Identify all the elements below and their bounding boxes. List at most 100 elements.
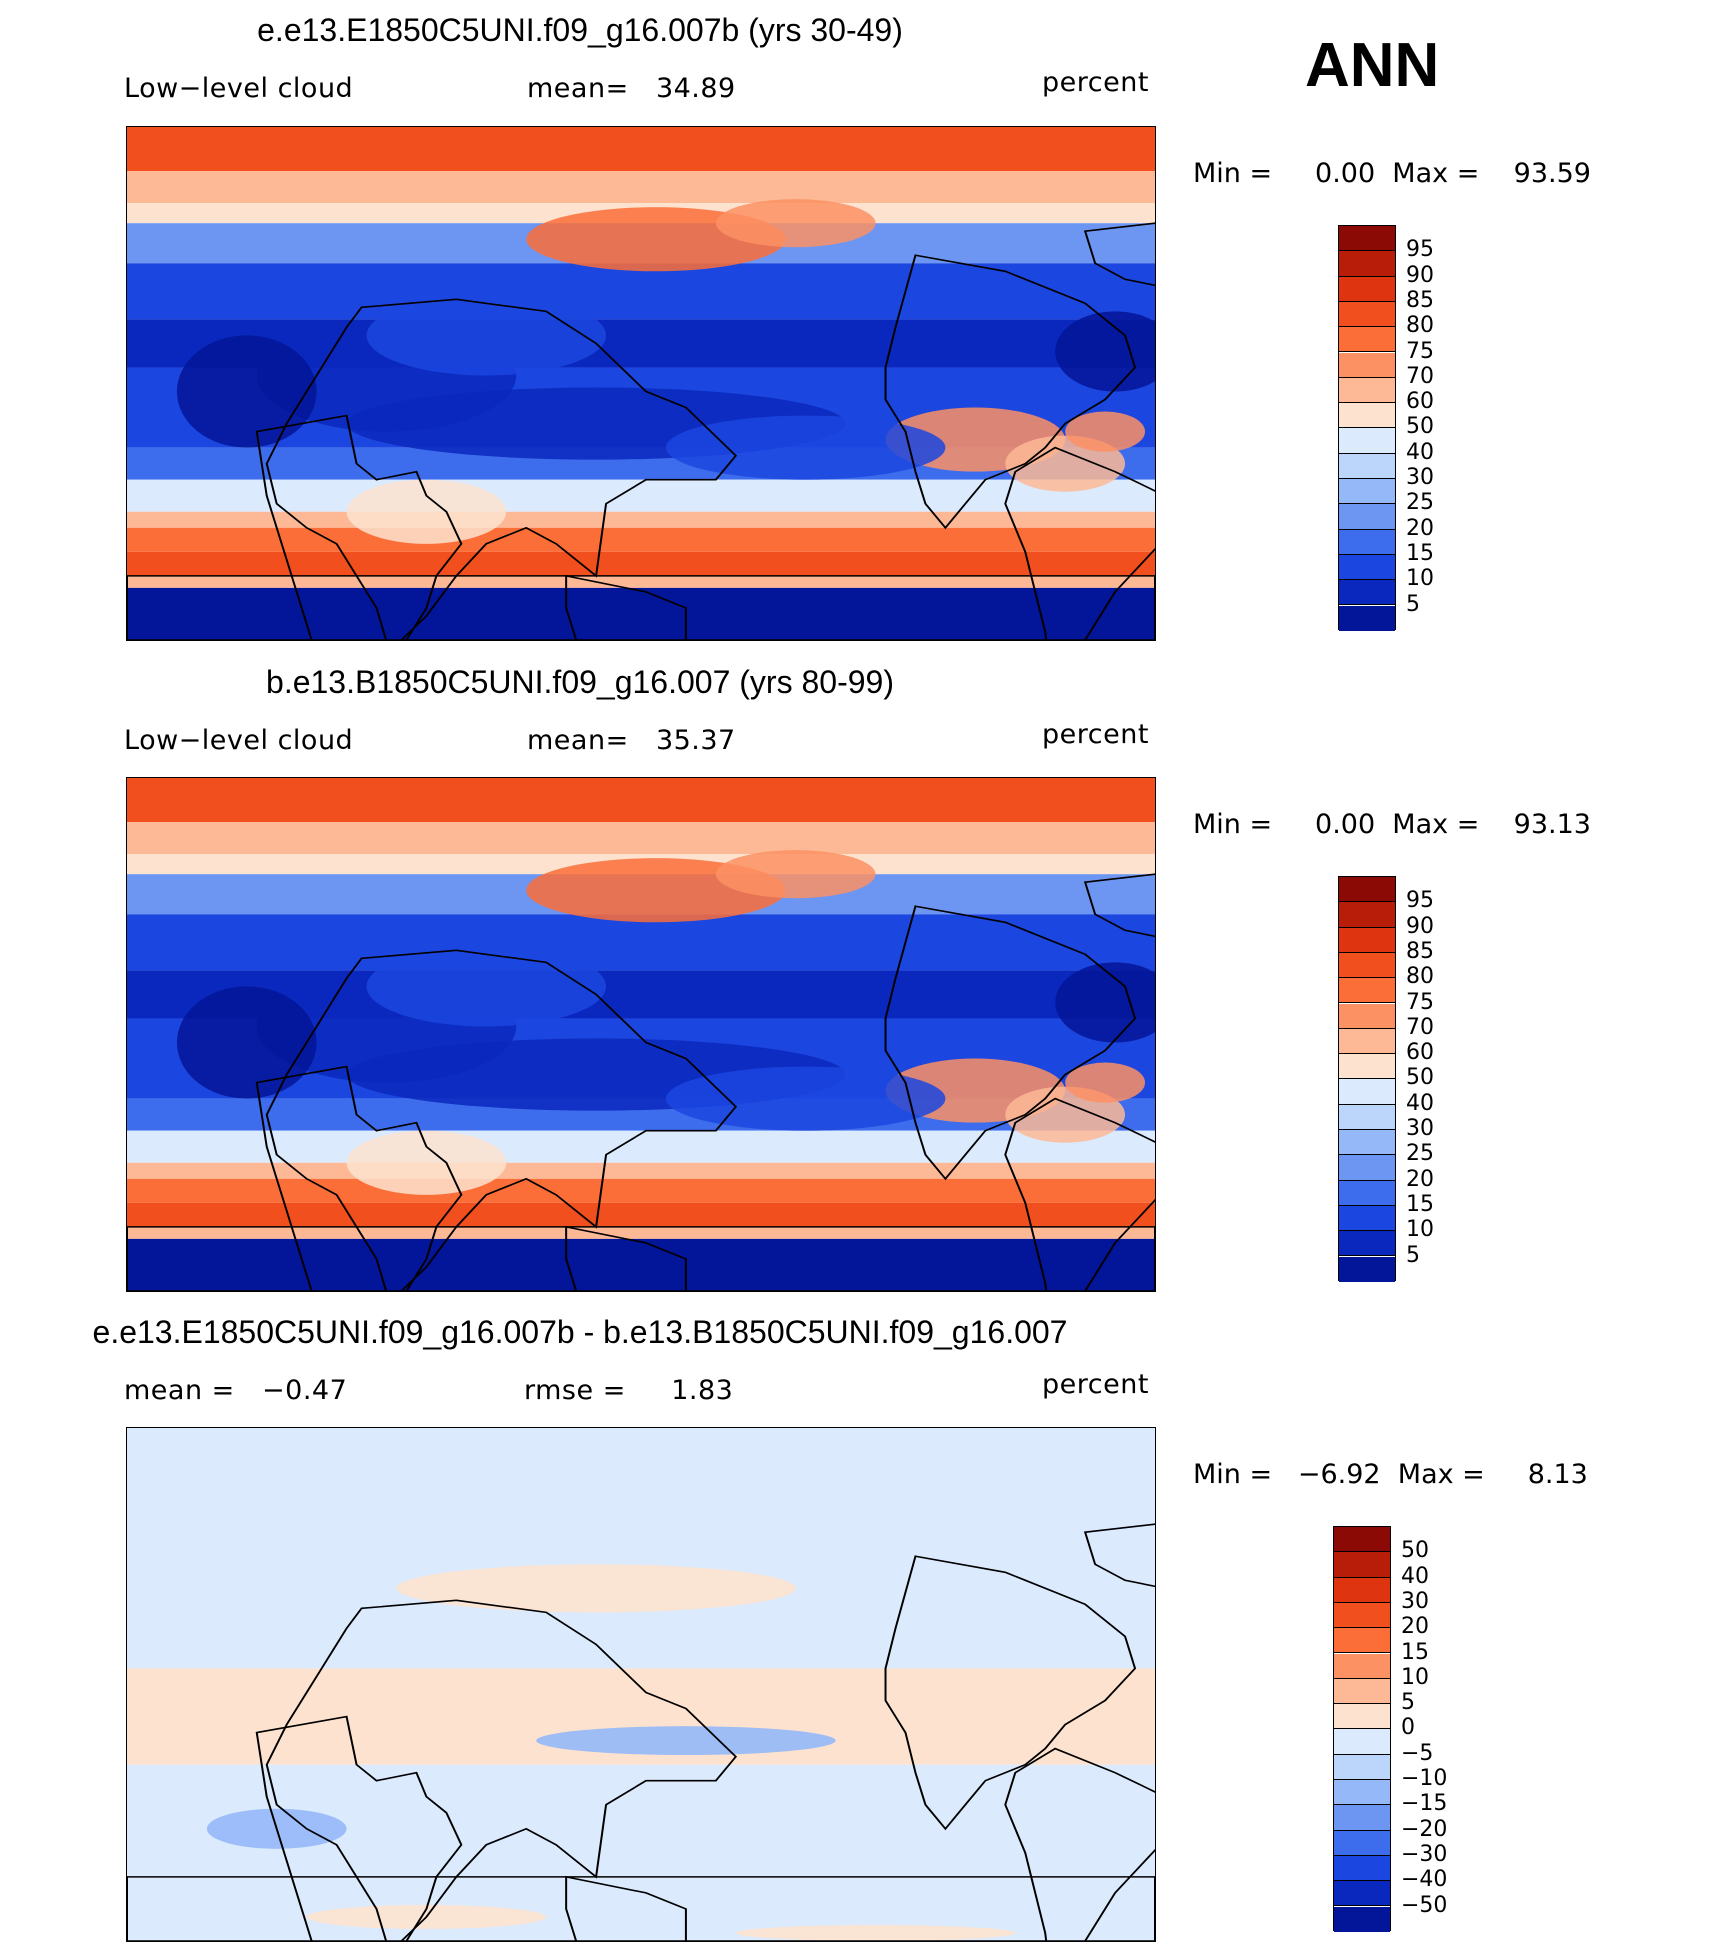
colorbar-segment — [1334, 1855, 1390, 1882]
colorbar-segment — [1339, 1028, 1395, 1055]
mean-label: mean = −0.47 — [124, 1375, 348, 1406]
colorbar-tick-label: 5 — [1406, 1242, 1420, 1268]
colorbar-tick-label: 90 — [1406, 913, 1434, 939]
min-max-label: Min = −6.92 Max = 8.13 — [1193, 1459, 1588, 1490]
colorbar-tick-label: 20 — [1401, 1614, 1429, 1640]
units-label: percent — [1042, 67, 1149, 98]
colorbar-tick-label: 5 — [1406, 591, 1420, 617]
colorbar-box — [1338, 876, 1396, 1282]
colorbar-tick-label: 10 — [1401, 1664, 1429, 1690]
colorbar-tick-label: 85 — [1406, 938, 1434, 964]
colorbar-box — [1333, 1526, 1391, 1932]
colorbar-segment — [1339, 428, 1395, 454]
colorbar-segment — [1339, 1104, 1395, 1130]
colorbar-segment — [1339, 1180, 1395, 1206]
colorbar-segment — [1339, 1256, 1395, 1282]
panel-title: e.e13.E1850C5UNI.f09_g16.007b (yrs 30-49… — [257, 12, 903, 48]
colorbar-segment — [1339, 301, 1395, 328]
colorbar-segment — [1334, 1906, 1390, 1932]
colorbar-segment — [1339, 377, 1395, 404]
colorbar-tick-label: 75 — [1406, 338, 1434, 364]
colorbar-segment — [1339, 352, 1395, 378]
colorbar-segment — [1339, 1130, 1395, 1156]
colorbar-segment — [1334, 1527, 1390, 1553]
colorbar-segment — [1334, 1754, 1390, 1780]
colorbar-segment — [1339, 605, 1395, 631]
colorbar-tick-label: −5 — [1401, 1740, 1434, 1766]
colorbar-segment — [1339, 1079, 1395, 1105]
colorbar-tick-label: −40 — [1401, 1867, 1448, 1893]
min-max-label: Min = 0.00 Max = 93.59 — [1193, 158, 1591, 189]
map-panel — [126, 1427, 1156, 1942]
colorbar-segment — [1334, 1552, 1390, 1578]
colorbar-tick-label: 95 — [1406, 237, 1434, 263]
map-field — [127, 1428, 1155, 1941]
colorbar-tick-label: 60 — [1406, 1040, 1434, 1066]
mean-label: mean= 35.37 — [527, 725, 736, 756]
colorbar-tick-label: 0 — [1401, 1715, 1415, 1741]
colorbar-tick-label: 50 — [1401, 1538, 1429, 1564]
colorbar-segment — [1334, 1729, 1390, 1755]
colorbar-tick-label: 40 — [1406, 439, 1434, 465]
colorbar-segment — [1334, 1653, 1390, 1679]
colorbar-tick-label: 70 — [1406, 363, 1434, 389]
colorbar-segment — [1339, 453, 1395, 479]
mean-label: mean= 34.89 — [527, 73, 736, 104]
panel-title: b.e13.B1850C5UNI.f09_g16.007 (yrs 80-99) — [266, 664, 894, 700]
colorbar-segment — [1334, 1830, 1390, 1856]
colorbar-segment — [1339, 327, 1395, 353]
colorbar-tick-label: 20 — [1406, 1166, 1434, 1192]
colorbar-tick-label: 15 — [1406, 1191, 1434, 1217]
colorbar-tick-label: −15 — [1401, 1791, 1448, 1817]
colorbar-segment — [1339, 927, 1395, 953]
colorbar-tick-label: 90 — [1406, 262, 1434, 288]
colorbar-tick-label: 10 — [1406, 566, 1434, 592]
min-max-label: Min = 0.00 Max = 93.13 — [1193, 809, 1591, 840]
colorbar-segment — [1339, 580, 1395, 606]
colorbar-tick-label: 10 — [1406, 1217, 1434, 1243]
colorbar-tick-label: 25 — [1406, 1141, 1434, 1167]
colorbar-tick-label: 85 — [1406, 287, 1434, 313]
colorbar-segment — [1339, 226, 1395, 252]
colorbar-segment — [1339, 251, 1395, 277]
season-label: ANN — [1305, 31, 1440, 100]
map-panel — [126, 777, 1156, 1292]
units-label: percent — [1042, 719, 1149, 750]
colorbar-segment — [1339, 276, 1395, 302]
colorbar-segment — [1339, 952, 1395, 979]
colorbar-segment — [1339, 403, 1395, 429]
rmse-label: rmse = 1.83 — [524, 1375, 734, 1406]
colorbar-tick-label: 30 — [1406, 465, 1434, 490]
colorbar-segment — [1339, 1155, 1395, 1181]
colorbar-segment — [1339, 529, 1395, 555]
colorbar-tick-label: 25 — [1406, 490, 1434, 516]
map-field — [127, 127, 1155, 640]
colorbar-tick-label: −20 — [1401, 1816, 1448, 1842]
colorbar-tick-label: 5 — [1401, 1690, 1415, 1716]
colorbar-segment — [1339, 1205, 1395, 1232]
colorbar-tick-label: 80 — [1406, 313, 1434, 339]
colorbar-tick-label: 20 — [1406, 515, 1434, 541]
units-label: percent — [1042, 1369, 1149, 1400]
colorbar-segment — [1339, 554, 1395, 581]
variable-label: Low−level cloud — [124, 73, 354, 104]
colorbar-segment — [1334, 1678, 1390, 1705]
colorbar-tick-label: 95 — [1406, 888, 1434, 914]
colorbar-segment — [1339, 504, 1395, 530]
colorbar-tick-label: 30 — [1406, 1116, 1434, 1141]
colorbar-tick-label: 50 — [1406, 414, 1434, 440]
colorbar-tick-label: 15 — [1406, 540, 1434, 566]
colorbar-tick-label: 80 — [1406, 964, 1434, 990]
colorbar-tick-label: −50 — [1401, 1892, 1448, 1918]
colorbar-segment — [1334, 1577, 1390, 1603]
colorbar-segment — [1334, 1780, 1390, 1806]
colorbar-segment — [1339, 902, 1395, 928]
colorbar-segment — [1339, 877, 1395, 903]
colorbar-segment — [1334, 1805, 1390, 1831]
colorbar-tick-label: 60 — [1406, 389, 1434, 415]
colorbar-tick-label: 70 — [1406, 1014, 1434, 1040]
colorbar-tick-label: 75 — [1406, 989, 1434, 1015]
colorbar-tick-label: −10 — [1401, 1766, 1448, 1791]
colorbar-tick-label: −30 — [1401, 1841, 1448, 1867]
colorbar-segment — [1334, 1628, 1390, 1654]
